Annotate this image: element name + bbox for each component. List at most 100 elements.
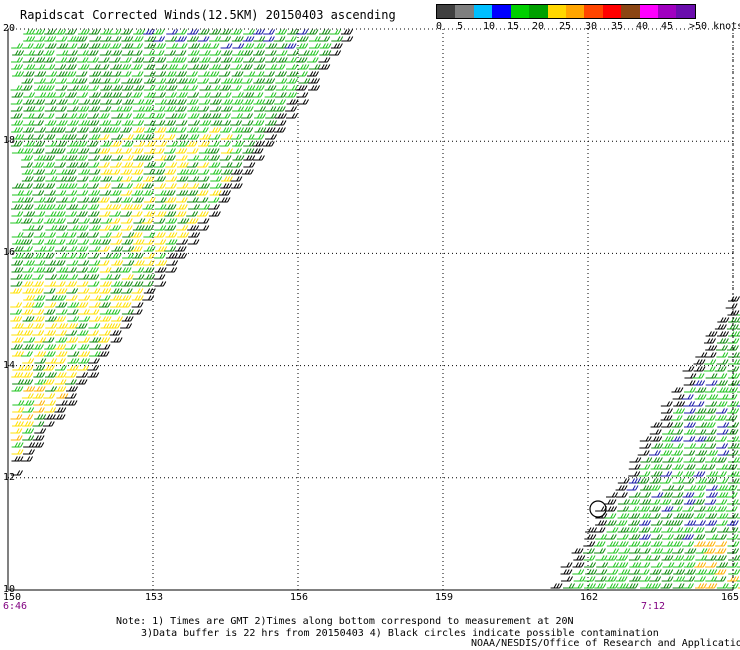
wind-barb <box>174 127 187 133</box>
wind-barb <box>87 358 100 364</box>
wind-barb <box>32 407 45 413</box>
wind-barb <box>66 148 79 154</box>
wind-barb <box>110 281 123 287</box>
wind-barb <box>87 365 100 371</box>
wind-barb <box>143 246 156 252</box>
wind-barb <box>77 218 90 224</box>
wind-barb <box>174 57 187 63</box>
wind-barb <box>186 162 199 168</box>
wind-barb <box>616 562 629 568</box>
wind-barb <box>65 113 78 119</box>
wind-barb <box>89 351 101 357</box>
wind-barb <box>88 155 100 161</box>
wind-barb <box>703 464 716 470</box>
legend-label: 25 <box>559 21 572 32</box>
wind-barb <box>10 218 23 224</box>
wind-barb <box>231 36 244 42</box>
wind-barb <box>241 169 254 175</box>
wind-barb <box>133 29 146 35</box>
wind-barb <box>76 267 89 273</box>
wind-barb <box>704 443 717 449</box>
wind-barb <box>186 218 199 224</box>
wind-barb <box>209 29 221 35</box>
wind-barb <box>737 335 740 337</box>
wind-barb <box>604 534 617 540</box>
wind-barb <box>54 295 67 301</box>
wind-barb <box>132 127 145 133</box>
wind-barb <box>56 323 69 329</box>
wind-barb <box>683 408 696 414</box>
wind-barb <box>230 120 243 126</box>
wind-barb <box>165 85 178 91</box>
wind-barb <box>43 162 55 168</box>
wind-barb <box>714 576 727 582</box>
wind-barb <box>154 281 167 287</box>
wind-barb <box>11 456 24 462</box>
wind-barb <box>11 386 24 392</box>
wind-speed-legend <box>436 4 696 19</box>
wind-barb <box>219 155 232 161</box>
wind-barb <box>681 583 694 589</box>
wind-barb <box>88 260 101 266</box>
wind-barb <box>76 372 89 378</box>
wind-barb <box>703 366 716 372</box>
map-title: Rapidscat Corrected Winds(12.5KM) 201504… <box>20 8 396 22</box>
wind-barb <box>285 85 298 91</box>
wind-barb <box>87 232 100 238</box>
wind-barb <box>66 141 79 147</box>
wind-barb <box>186 85 198 91</box>
wind-barb <box>76 127 89 133</box>
wind-barb <box>197 71 210 77</box>
wind-barb <box>43 183 56 189</box>
wind-barb <box>154 267 167 273</box>
wind-barb <box>44 372 57 378</box>
wind-barb <box>175 64 188 70</box>
wind-barb <box>44 78 57 84</box>
wind-barb <box>219 85 232 91</box>
wind-barb <box>10 428 23 434</box>
wind-barb <box>122 99 135 105</box>
wind-barb <box>143 50 156 56</box>
wind-barb <box>42 379 55 385</box>
wind-barb <box>20 351 33 357</box>
wind-barb <box>252 141 265 147</box>
wind-barb <box>737 461 740 463</box>
wind-barb <box>108 274 121 280</box>
wind-barb <box>638 471 651 477</box>
wind-barb <box>671 436 684 442</box>
wind-barb <box>66 99 79 105</box>
wind-barb <box>672 394 685 400</box>
wind-barb <box>626 485 639 491</box>
wind-barb <box>220 134 233 140</box>
wind-barb <box>22 302 35 308</box>
wind-barb <box>198 183 211 189</box>
wind-barb <box>683 464 696 470</box>
wind-barb <box>55 120 68 126</box>
wind-barb <box>596 562 609 568</box>
wind-barb <box>286 71 299 77</box>
wind-barb <box>55 225 68 231</box>
wind-barb <box>23 36 36 42</box>
wind-barb <box>99 106 112 112</box>
wind-barb <box>108 78 121 84</box>
wind-barb <box>131 190 144 196</box>
wind-barb <box>109 267 122 273</box>
wind-barb <box>728 555 740 561</box>
wind-barb <box>715 499 728 505</box>
wind-barb <box>725 303 738 309</box>
wind-barb <box>187 225 200 231</box>
wind-barb <box>42 421 55 427</box>
wind-barb <box>660 583 673 589</box>
wind-barb <box>142 106 155 112</box>
wind-barb <box>89 78 102 84</box>
wind-barb <box>615 492 628 498</box>
wind-barb <box>54 407 67 413</box>
wind-barb <box>45 316 58 322</box>
wind-barb <box>86 267 99 273</box>
wind-barb <box>143 148 156 154</box>
wind-barb <box>628 499 641 505</box>
wind-barb <box>639 499 652 505</box>
wind-barb <box>55 155 68 161</box>
wind-barb <box>683 450 696 456</box>
